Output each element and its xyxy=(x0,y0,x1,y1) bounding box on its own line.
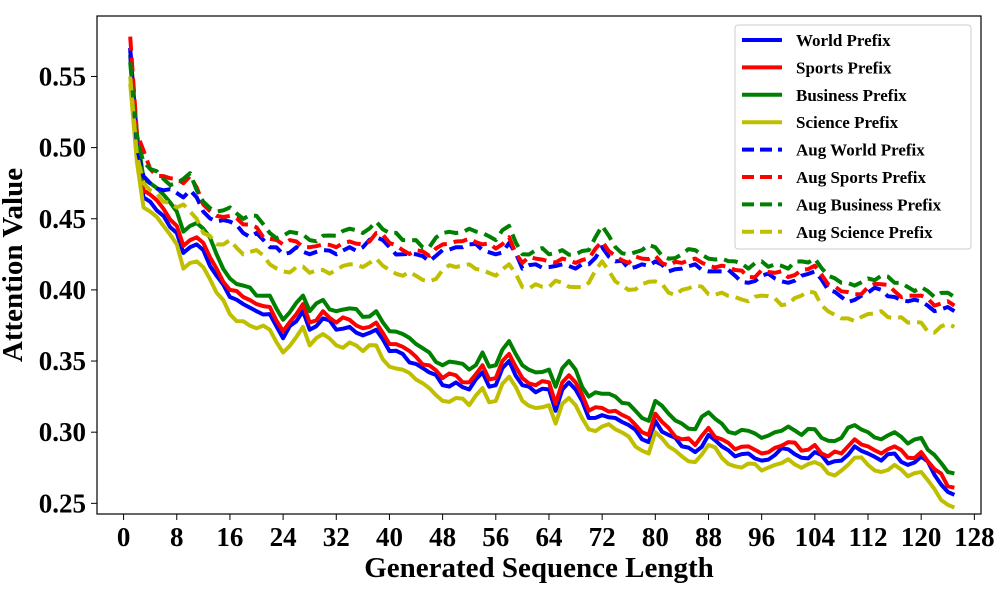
legend-label: World Prefix xyxy=(796,31,891,50)
x-tick-label: 120 xyxy=(901,522,942,552)
series-line-aug-business-prefix xyxy=(128,62,956,299)
y-tick-label: 0.40 xyxy=(39,275,86,305)
y-tick-label: 0.50 xyxy=(39,133,86,163)
x-tick-label: 64 xyxy=(535,522,562,552)
y-tick-label: 0.25 xyxy=(39,488,86,518)
x-tick-label: 8 xyxy=(170,522,184,552)
y-axis-label: Attention Value xyxy=(0,168,29,362)
legend: World Prefix Sports Prefix Business Prefix… xyxy=(734,24,972,250)
x-tick-label: 48 xyxy=(429,522,456,552)
x-tick-label: 32 xyxy=(323,522,350,552)
x-tick-label: 40 xyxy=(376,522,403,552)
series-line-sports-prefix xyxy=(128,47,955,490)
series-line-aug-sports-prefix xyxy=(128,36,956,308)
legend-label: Aug World Prefix xyxy=(796,141,925,160)
series-line-aug-science-prefix xyxy=(128,76,956,335)
x-tick-label: 16 xyxy=(216,522,243,552)
x-tick-label: 80 xyxy=(642,522,669,552)
x-tick-label: 72 xyxy=(589,522,616,552)
legend-label: Aug Science Prefix xyxy=(796,223,933,242)
y-axis-ticks: 0.25 0.30 0.35 0.40 0.45 0.50 0.55 xyxy=(39,61,97,518)
x-tick-label: 112 xyxy=(848,522,887,552)
y-tick-label: 0.45 xyxy=(39,204,86,234)
series-line-science-prefix xyxy=(128,83,956,510)
x-axis-ticks: 0 8 16 24 32 40 48 56 64 72 80 88 96 104 112 120 128 xyxy=(117,514,995,552)
x-tick-label: 24 xyxy=(270,522,297,552)
x-tick-label: 56 xyxy=(482,522,509,552)
x-tick-label: 104 xyxy=(795,522,836,552)
legend-label: Aug Business Prefix xyxy=(796,195,942,214)
legend-label: Sports Prefix xyxy=(796,58,892,77)
series-line-business-prefix xyxy=(128,50,955,476)
x-tick-label: 96 xyxy=(748,522,775,552)
series-line-world-prefix xyxy=(128,54,956,497)
y-tick-label: 0.35 xyxy=(39,346,86,376)
legend-box xyxy=(734,24,972,250)
legend-label: Science Prefix xyxy=(796,113,899,132)
x-axis-label: Generated Sequence Length xyxy=(364,552,714,584)
x-tick-label: 128 xyxy=(954,522,995,552)
x-tick-label: 0 xyxy=(117,522,131,552)
x-tick-label: 88 xyxy=(695,522,722,552)
legend-label: Aug Sports Prefix xyxy=(796,168,927,187)
y-tick-label: 0.55 xyxy=(39,61,86,91)
legend-label: Business Prefix xyxy=(796,86,907,105)
y-tick-label: 0.30 xyxy=(39,417,86,447)
plot-frame xyxy=(96,15,982,515)
series-layer xyxy=(128,36,956,510)
